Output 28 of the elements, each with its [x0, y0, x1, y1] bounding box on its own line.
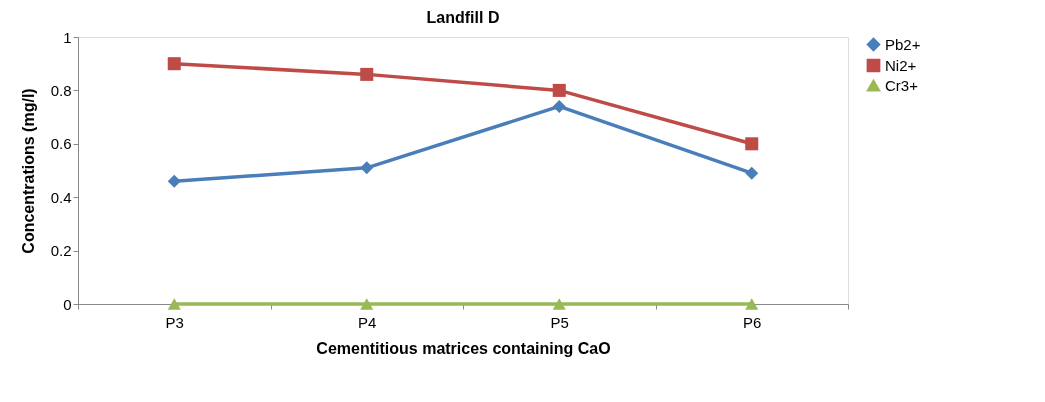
x-tick-label: P3 [165, 313, 184, 331]
chart-title: Landfill D [426, 9, 500, 26]
point [552, 298, 566, 310]
y-tick-label: 0.2 [50, 242, 72, 260]
point [167, 57, 181, 71]
x-tick-label: P5 [550, 313, 569, 331]
point [360, 298, 374, 310]
point [745, 137, 759, 151]
point [167, 174, 181, 188]
x-tick-label: P4 [358, 313, 377, 331]
legend-label: Pb2+ [885, 35, 921, 53]
y-tick-label: 1 [63, 28, 72, 46]
y-tick-label: 0.8 [50, 81, 72, 99]
x-axis-title: Cementitious matrices containing CaO [316, 339, 611, 357]
legend-label: Ni2+ [885, 56, 917, 74]
legend-label: Cr3+ [885, 76, 919, 94]
y-tick-label: 0.6 [50, 135, 72, 153]
point [745, 166, 759, 180]
point [360, 67, 374, 81]
y-axis-title: Concentrations (mg/l) [19, 88, 37, 254]
point [745, 298, 759, 310]
point [552, 83, 566, 97]
point [552, 99, 566, 113]
point [167, 298, 181, 310]
x-tick-label: P6 [743, 313, 762, 331]
y-tick-label: 0.4 [50, 188, 72, 206]
point [360, 161, 374, 175]
y-tick-label: 0 [63, 295, 72, 313]
